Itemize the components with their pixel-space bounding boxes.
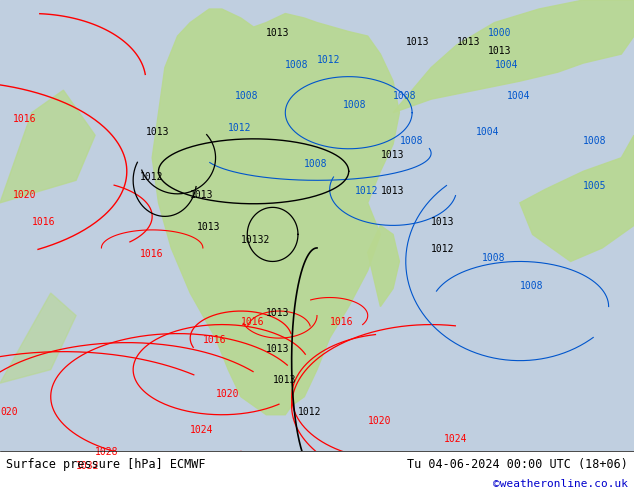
Text: 1016: 1016 <box>139 249 163 259</box>
Polygon shape <box>393 0 634 113</box>
Text: Tu 04-06-2024 00:00 UTC (18+06): Tu 04-06-2024 00:00 UTC (18+06) <box>407 458 628 471</box>
Text: 1012: 1012 <box>355 186 378 196</box>
Text: 1008: 1008 <box>399 136 423 146</box>
Text: 1013: 1013 <box>488 46 512 56</box>
Text: 1024: 1024 <box>444 434 467 444</box>
Text: 1004: 1004 <box>495 60 518 70</box>
Text: 1032: 1032 <box>76 461 100 471</box>
Text: 1013: 1013 <box>266 28 290 38</box>
Text: 1008: 1008 <box>393 91 417 101</box>
Text: 1012: 1012 <box>298 407 321 416</box>
Text: 1013: 1013 <box>273 375 296 385</box>
Text: 1013: 1013 <box>266 343 290 354</box>
Polygon shape <box>368 225 399 307</box>
Text: Surface pressure [hPa] ECMWF: Surface pressure [hPa] ECMWF <box>6 458 206 471</box>
Polygon shape <box>152 9 399 415</box>
Text: 1016: 1016 <box>203 335 226 344</box>
Text: 1016: 1016 <box>330 317 353 326</box>
Polygon shape <box>520 135 634 262</box>
Text: 1020: 1020 <box>13 190 36 200</box>
Text: 1012: 1012 <box>317 55 340 65</box>
Text: 1008: 1008 <box>520 280 543 291</box>
Polygon shape <box>0 293 76 383</box>
Text: 1004: 1004 <box>476 127 499 137</box>
Text: 1013: 1013 <box>197 222 220 232</box>
Polygon shape <box>0 90 95 203</box>
Text: 1024: 1024 <box>190 425 214 435</box>
Text: 1016: 1016 <box>241 317 264 326</box>
Text: 1004: 1004 <box>507 91 531 101</box>
Text: 1013: 1013 <box>431 218 455 227</box>
Text: 1008: 1008 <box>304 159 328 169</box>
Text: 1013: 1013 <box>380 186 404 196</box>
Text: 10132: 10132 <box>241 235 270 245</box>
Text: 1013: 1013 <box>456 37 480 47</box>
Text: 1020: 1020 <box>368 416 391 426</box>
Text: ©weatheronline.co.uk: ©weatheronline.co.uk <box>493 479 628 489</box>
Text: 020: 020 <box>0 407 18 416</box>
Text: 1008: 1008 <box>342 100 366 110</box>
Text: 1013: 1013 <box>380 150 404 160</box>
Text: 1005: 1005 <box>583 181 607 191</box>
Text: 1013: 1013 <box>146 127 169 137</box>
Text: 1008: 1008 <box>285 60 309 70</box>
Text: 1012: 1012 <box>139 172 163 182</box>
Text: 1013: 1013 <box>266 308 290 318</box>
Text: 1008: 1008 <box>583 136 607 146</box>
Text: 1028: 1028 <box>95 447 119 457</box>
Text: 1016: 1016 <box>32 218 55 227</box>
Text: 1020: 1020 <box>216 389 239 399</box>
Text: 1016: 1016 <box>13 114 36 123</box>
Text: 1012: 1012 <box>228 122 252 133</box>
Text: 1008: 1008 <box>482 253 505 264</box>
Text: 1000: 1000 <box>488 28 512 38</box>
Text: 1013: 1013 <box>190 190 214 200</box>
Text: 1008: 1008 <box>235 91 258 101</box>
Text: 1013: 1013 <box>406 37 429 47</box>
Text: 1012: 1012 <box>431 245 455 254</box>
